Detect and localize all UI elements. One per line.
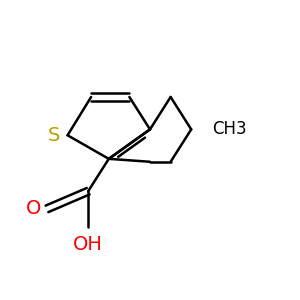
Text: CH3: CH3 [212, 120, 247, 138]
Text: OH: OH [73, 236, 103, 254]
Text: S: S [48, 126, 60, 145]
Text: O: O [26, 200, 41, 218]
